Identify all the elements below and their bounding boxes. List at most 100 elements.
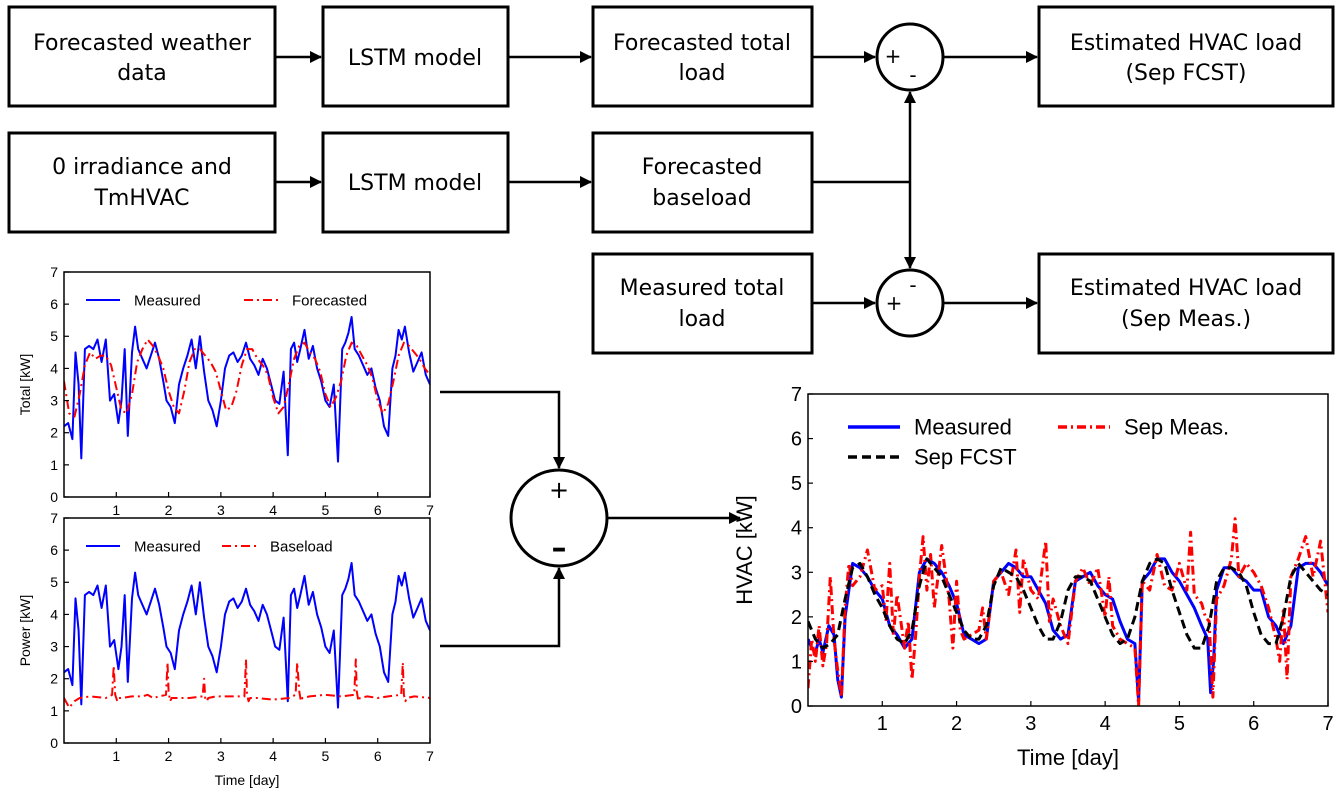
box-est-hvac-meas: Estimated HVAC load (Sep Meas.) [1037, 252, 1335, 355]
box-est-hvac-fcst-line1: Estimated HVAC load [1070, 31, 1302, 56]
y-tick-label: 0 [50, 735, 58, 751]
y-tick-label: 2 [791, 607, 802, 629]
x-tick-label: 2 [951, 713, 962, 735]
box-forecasted-baseload: Forecasted baseload [591, 131, 814, 234]
y-axis-label: Total [kW] [17, 354, 33, 415]
plot-frame [63, 517, 431, 744]
box-forecasted-total-line2: load [678, 61, 725, 86]
box-forecasted-weather-line1: Forecasted weather [33, 31, 252, 56]
box-zero-irradiance-line1: 0 irradiance and [52, 155, 232, 180]
x-axis-label: Time [day] [1017, 745, 1119, 770]
junction-top-minus: - [909, 63, 916, 87]
x-tick-label: 5 [1174, 713, 1185, 735]
box-zero-irradiance-line2: TmHVAC [93, 186, 189, 211]
box-est-hvac-fcst-line2: (Sep FCST) [1125, 61, 1246, 86]
arrow-total-chart-to-junction [440, 390, 565, 469]
chart-hvac: 0 1 2 3 4 5 6 7 1 2 3 4 5 6 7 HVAC [kW] Time [day] Measur… [732, 384, 1334, 770]
box-forecasted-total: Forecasted total load [591, 5, 814, 108]
y-tick-label: 2 [50, 671, 58, 687]
series-line-sep-meas [808, 517, 1328, 706]
junction-top-plus: + [885, 44, 902, 68]
y-axis-label: HVAC [kW] [732, 495, 757, 605]
plot-area [808, 394, 1328, 706]
box-measured-total-line1: Measured total [620, 276, 785, 301]
box-forecasted-baseload-line2: baseload [652, 186, 751, 211]
series-line-baseload [64, 658, 430, 709]
box-est-hvac-meas-line2: (Sep Meas.) [1121, 307, 1251, 332]
junction-mid: - + [875, 268, 945, 338]
junction-top: + - [875, 22, 945, 92]
box-measured-total: Measured total load [591, 252, 814, 355]
arrow-power-chart-to-junction [440, 567, 565, 648]
y-tick-label: 5 [791, 473, 802, 495]
x-tick-label: 1 [112, 748, 120, 764]
plot-frame [63, 271, 431, 498]
x-tick-label: 6 [374, 748, 382, 764]
y-tick-label: 1 [50, 703, 58, 719]
box-forecasted-weather: Forecasted weather data [7, 5, 277, 108]
y-tick-label: 6 [50, 542, 58, 558]
x-tick-label: 7 [1322, 713, 1333, 735]
series-line-forecasted [64, 338, 430, 418]
legend-label: Sep FCST [914, 445, 1017, 470]
junction-mid-plus: + [886, 291, 903, 315]
x-tick-label: 7 [426, 502, 434, 518]
x-tick-label: 5 [322, 502, 330, 518]
y-tick-label: 4 [50, 606, 58, 622]
legend-label: Baseload [270, 538, 333, 555]
x-tick-label: 2 [165, 748, 173, 764]
y-tick-label: 7 [50, 510, 58, 526]
y-tick-label: 6 [791, 429, 802, 451]
junction-mid-minus: - [909, 273, 916, 297]
y-tick-label: 3 [791, 562, 802, 584]
y-tick-label: 4 [791, 518, 802, 540]
legend-label: Measured [134, 538, 201, 555]
junction-bottom: + – [509, 468, 609, 568]
x-tick-label: 4 [1100, 713, 1111, 735]
box-est-hvac-meas-line1: Estimated HVAC load [1070, 276, 1302, 301]
box-measured-total-line2: load [678, 307, 725, 332]
junction-bottom-plus: + [549, 476, 569, 504]
x-tick-label: 1 [112, 502, 120, 518]
x-tick-label: 2 [165, 502, 173, 518]
box-lstm-model-1-label: LSTM model [348, 46, 482, 71]
x-tick-label: 3 [217, 502, 225, 518]
x-tick-label: 3 [1025, 713, 1036, 735]
y-tick-label: 1 [50, 457, 58, 473]
box-lstm-model-2: LSTM model [321, 131, 510, 234]
y-tick-label: 3 [50, 392, 58, 408]
chart-total: 0 1 2 3 4 5 6 7 1 2 3 4 5 6 7 Total [kW] Measured Forecas… [17, 264, 434, 518]
x-tick-label: 1 [877, 713, 888, 735]
y-tick-label: 5 [50, 328, 58, 344]
y-tick-label: 7 [50, 264, 58, 280]
y-tick-label: 4 [50, 360, 58, 376]
plot-frame [807, 393, 1329, 707]
y-tick-label: 6 [50, 296, 58, 312]
y-tick-label: 0 [50, 489, 58, 505]
x-tick-label: 6 [1248, 713, 1259, 735]
box-forecasted-baseload-line1: Forecasted [642, 155, 763, 180]
y-tick-label: 2 [50, 425, 58, 441]
x-tick-label: 3 [217, 748, 225, 764]
x-tick-label: 4 [269, 502, 277, 518]
box-est-hvac-fcst: Estimated HVAC load (Sep FCST) [1037, 5, 1335, 108]
y-tick-label: 3 [50, 638, 58, 654]
y-axis-label: Power [kW] [17, 595, 33, 667]
x-tick-label: 5 [322, 748, 330, 764]
x-axis-label: Time [day] [215, 772, 280, 788]
legend-label: Measured [914, 415, 1012, 440]
box-forecasted-total-line1: Forecasted total [613, 31, 791, 56]
junction-bottom-minus: – [552, 531, 567, 566]
y-tick-label: 5 [50, 574, 58, 590]
series-line-measured [64, 562, 430, 709]
y-tick-label: 0 [791, 696, 802, 718]
box-forecasted-weather-line2: data [117, 61, 167, 86]
series-line-sep-fcst [808, 557, 1328, 650]
x-tick-label: 4 [269, 748, 277, 764]
connectors [275, 51, 1038, 648]
x-tick-label: 7 [426, 748, 434, 764]
box-lstm-model-2-label: LSTM model [348, 171, 482, 196]
y-tick-label: 7 [791, 384, 802, 406]
legend-label: Sep Meas. [1124, 415, 1229, 440]
